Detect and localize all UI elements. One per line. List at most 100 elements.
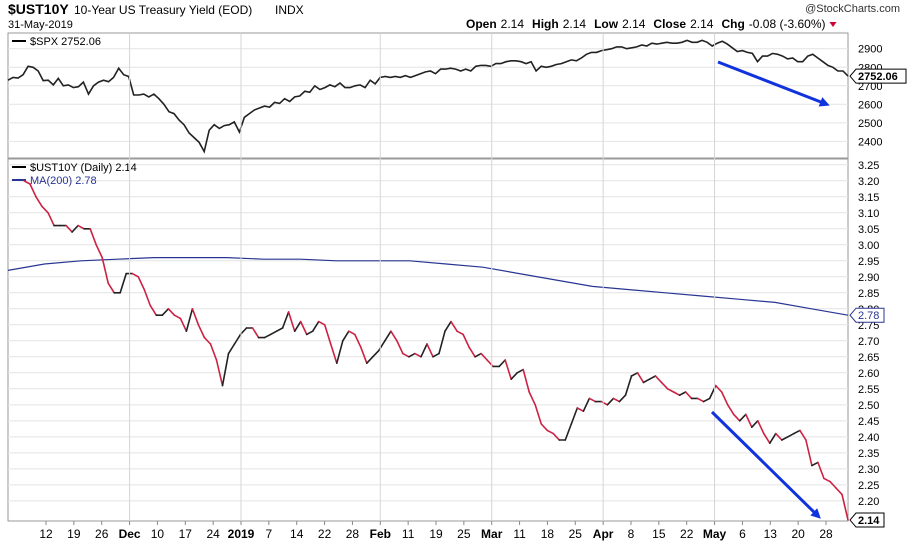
yield-segment xyxy=(371,349,380,358)
yield-segment xyxy=(233,333,242,345)
yield-segment xyxy=(636,371,645,384)
yield-segment xyxy=(323,323,332,345)
quote-label: Close xyxy=(653,17,686,31)
yield-segment xyxy=(335,339,344,365)
x-tick-label: 12 xyxy=(39,527,53,541)
yield-segment xyxy=(528,391,537,406)
chart-exchange: INDX xyxy=(275,3,304,17)
yield-series-line xyxy=(23,180,849,521)
y-tick-label: 2600 xyxy=(858,99,882,111)
yield-last-value: 2.14 xyxy=(858,515,880,527)
yield-segment xyxy=(552,432,561,441)
yield-segment xyxy=(384,330,392,342)
x-tick-label: 11 xyxy=(513,527,526,541)
spx-trend-arrow xyxy=(717,60,830,107)
y-tick-label: 3.15 xyxy=(858,192,879,204)
yield-segment xyxy=(817,461,825,480)
yield-segment xyxy=(456,330,464,336)
yield-segment xyxy=(570,407,579,425)
x-tick-label: 19 xyxy=(429,527,443,541)
quote-row: Open 2.14 High 2.14 Low 2.14 Close 2.14 Chg -0.08… xyxy=(466,17,837,31)
yield-segment xyxy=(780,435,789,441)
quote-value: 2.14 xyxy=(690,17,714,31)
x-tick-label: 25 xyxy=(569,527,583,541)
yield-segment xyxy=(35,196,43,208)
yield-trend-arrow xyxy=(710,410,821,519)
x-tick-label: May xyxy=(703,527,727,541)
yield-segment xyxy=(305,330,314,336)
yield-segment xyxy=(750,419,759,429)
yield-segment xyxy=(829,480,837,489)
yield-segment xyxy=(678,391,687,397)
yield-segment xyxy=(89,228,97,246)
y-tick-label: 2500 xyxy=(858,118,882,130)
yield-segment xyxy=(787,432,795,438)
yield-segment xyxy=(714,384,723,393)
ma-last-value-tag: 2.78 xyxy=(849,307,885,323)
yield-segment xyxy=(546,429,555,435)
yield-segment xyxy=(365,355,374,365)
quote-value: 2.14 xyxy=(563,17,587,31)
yield-segment xyxy=(805,439,813,467)
y-tick-label: 2700 xyxy=(858,81,882,93)
yield-segment xyxy=(77,224,85,230)
x-tick-label: 6 xyxy=(739,527,746,541)
yield-segment xyxy=(179,317,188,333)
y-tick-label: 2.95 xyxy=(858,256,879,268)
quote-label: High xyxy=(532,17,559,31)
yield-segment xyxy=(498,359,507,368)
yield-segment xyxy=(299,320,308,336)
yield-segment xyxy=(359,346,368,365)
yield-segment xyxy=(534,403,543,425)
yield-segment xyxy=(311,320,320,333)
yield-segment xyxy=(444,320,452,333)
yield-segment xyxy=(203,336,212,345)
yield-segment xyxy=(696,397,705,403)
y-tick-label: 3.00 xyxy=(858,240,879,252)
yield-segment xyxy=(137,275,146,291)
yield-segment xyxy=(353,333,362,349)
yield-segment xyxy=(161,307,170,317)
chart-header: $UST10Y 10-Year US Treasury Yield (EOD) … xyxy=(8,1,900,31)
yield-segment xyxy=(281,311,290,329)
x-tick-label: 8 xyxy=(628,527,635,541)
quote-value: 2.14 xyxy=(501,17,525,31)
yield-segment xyxy=(287,311,296,333)
yield-segment xyxy=(702,397,711,403)
yield-segment xyxy=(149,304,158,317)
spx-panel-frame xyxy=(7,32,849,159)
x-tick-label: 25 xyxy=(457,527,471,541)
x-tick-label: 13 xyxy=(764,527,778,541)
yield-segment xyxy=(564,423,573,441)
y-tick-label: 2.90 xyxy=(858,272,879,284)
yield-segment xyxy=(756,419,765,435)
yield-segment xyxy=(606,397,615,406)
yield-segment xyxy=(408,352,416,358)
yield-segment xyxy=(209,343,218,361)
x-axis: 12 19 26 Dec 10 17 24 2019 7 14 22 28 Feb 11 19 25 Mar 11… xyxy=(39,33,833,541)
yield-segment xyxy=(438,330,446,355)
y-tick-label: 2.35 xyxy=(858,448,879,460)
yield-segment xyxy=(799,429,807,441)
y-tick-label: 3.05 xyxy=(858,224,879,236)
quote-value: -0.08 (-3.60%) xyxy=(749,17,826,31)
x-tick-label: 20 xyxy=(791,527,805,541)
yield-segment xyxy=(71,224,79,233)
x-tick-label: 11 xyxy=(402,527,415,541)
yield-segment xyxy=(738,413,747,422)
yield-segment xyxy=(540,423,549,432)
yield-segment xyxy=(762,432,771,445)
yield-segment xyxy=(811,461,819,467)
yield-segment xyxy=(480,352,488,361)
yield-segment xyxy=(654,375,663,384)
spx-last-value-tag: 2752.06 xyxy=(849,68,907,84)
x-tick-label: 17 xyxy=(179,527,193,541)
yield-segment xyxy=(648,375,657,381)
y-tick-label: 3.10 xyxy=(858,208,879,220)
quote-value: 2.14 xyxy=(622,17,646,31)
yield-segment xyxy=(414,352,422,358)
yield-segment xyxy=(612,397,621,403)
yield-last-value-tag: 2.14 xyxy=(849,512,885,528)
